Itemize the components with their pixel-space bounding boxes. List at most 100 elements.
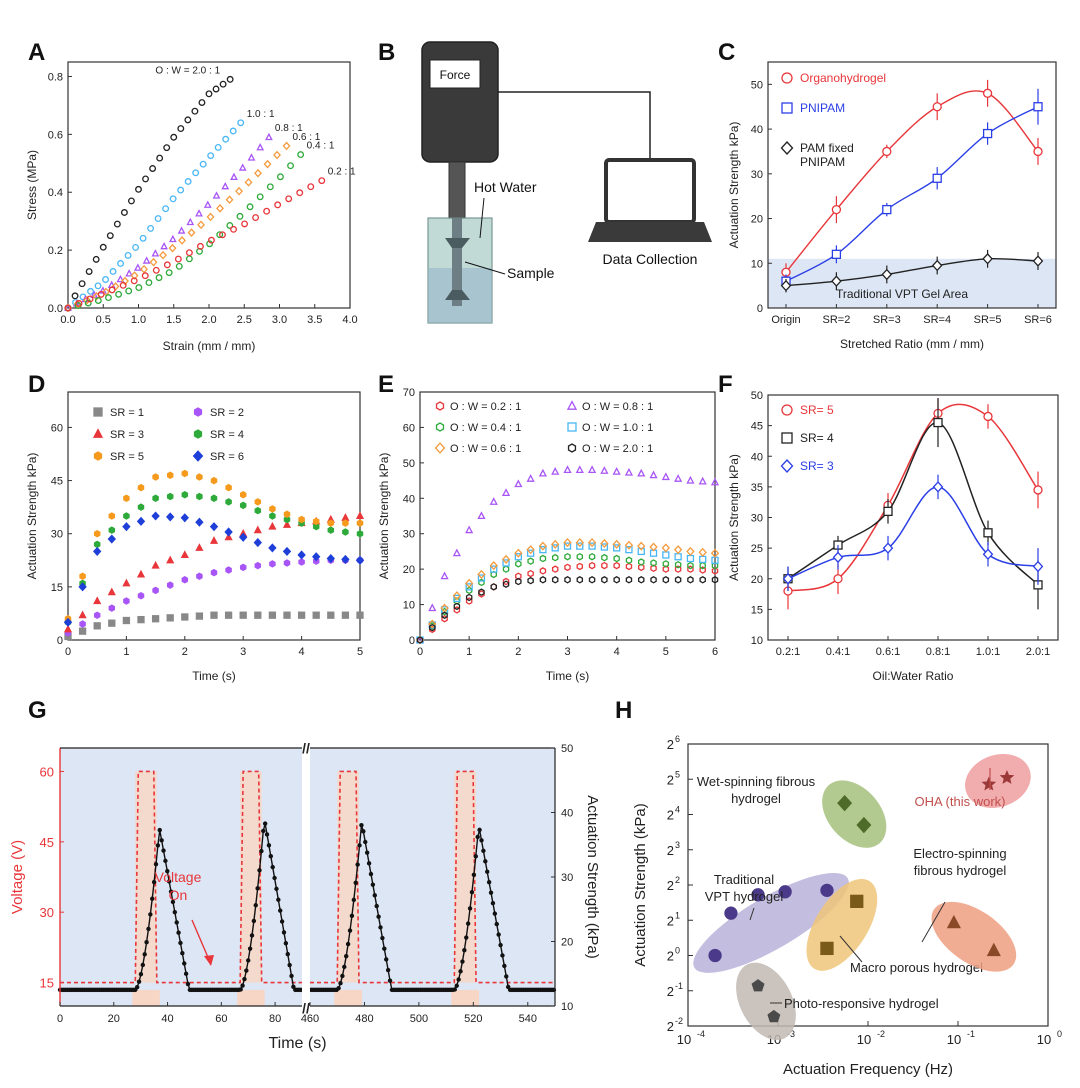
data-point xyxy=(145,279,153,287)
group-traditional-vpt-hydrogel: Traditional VPT hydrogel xyxy=(693,872,849,973)
data-point xyxy=(187,228,196,237)
strength-point xyxy=(378,925,383,930)
y-tick-label: 60 xyxy=(51,422,63,434)
data-point xyxy=(256,193,264,201)
data-point xyxy=(252,214,260,222)
data-point xyxy=(283,611,291,619)
axis-break-gap xyxy=(302,744,310,1010)
strength-point xyxy=(456,977,461,982)
data-point xyxy=(119,281,127,289)
data-point xyxy=(208,236,215,244)
data-point xyxy=(168,243,177,253)
data-point xyxy=(298,558,305,566)
group-label: Wet-spinning fibrous xyxy=(697,774,816,789)
data-point xyxy=(613,561,620,570)
data-point xyxy=(625,556,633,565)
data-point xyxy=(312,552,321,562)
strength-point xyxy=(134,984,140,990)
data-point xyxy=(649,542,658,552)
group-region xyxy=(965,753,1031,808)
strength-point xyxy=(471,872,477,877)
data-point xyxy=(600,466,609,474)
data-collection-label: Data Collection xyxy=(603,251,698,267)
group-label: Macro porous hydrogel xyxy=(850,960,983,975)
y-tick-label: 2 xyxy=(667,772,674,787)
data-point xyxy=(356,611,364,619)
data-point xyxy=(946,914,961,929)
data-point xyxy=(142,256,151,264)
force-label: Force xyxy=(440,68,471,82)
data-point xyxy=(465,593,473,602)
data-point xyxy=(983,411,993,422)
data-point xyxy=(107,534,116,544)
data-point xyxy=(429,623,436,632)
data-point xyxy=(428,603,437,612)
data-point xyxy=(527,576,534,585)
data-point xyxy=(94,297,102,304)
y-axis-label: Actuation Strength kPa) xyxy=(727,122,741,249)
data-point xyxy=(502,580,510,588)
data-point xyxy=(576,542,584,550)
data-point xyxy=(209,536,219,544)
strength-point xyxy=(485,869,490,874)
y-tick-label: 20 xyxy=(403,564,415,576)
data-point xyxy=(241,220,249,228)
strength-point xyxy=(155,843,161,848)
x-tick-label: 1 xyxy=(123,646,129,658)
strength-point xyxy=(148,912,153,917)
strength-point xyxy=(287,962,292,968)
data-point xyxy=(222,135,230,143)
data-point xyxy=(178,236,186,245)
y-tick-label: 2 xyxy=(667,878,674,893)
strength-point xyxy=(347,928,353,933)
data-point xyxy=(624,540,634,550)
strength-point xyxy=(477,827,482,833)
legend-label: O : W = 0.8 : 1 xyxy=(582,401,653,413)
data-point xyxy=(244,178,253,187)
strength-point xyxy=(338,981,343,986)
legend-label: Organohydrogel xyxy=(800,71,886,85)
strength-point xyxy=(246,958,251,963)
x-tick-label: 2.0 xyxy=(201,314,216,326)
data-point xyxy=(163,144,171,152)
data-point xyxy=(327,611,335,619)
data-point xyxy=(883,506,893,517)
strength-point xyxy=(266,843,272,848)
strength-point xyxy=(264,832,270,837)
group-region xyxy=(822,780,887,848)
data-point xyxy=(489,497,498,505)
data-point xyxy=(999,769,1015,784)
data-point xyxy=(64,304,72,312)
strength-point xyxy=(490,900,496,906)
data-point xyxy=(564,552,571,561)
x-tick-label: 80 xyxy=(269,1013,281,1025)
group-label: OHA (this work) xyxy=(914,794,1005,809)
series-o-w-1-0-1: O : W = 1.0 : 1 xyxy=(416,422,719,644)
data-point xyxy=(831,275,842,287)
data-point xyxy=(196,492,203,501)
data-point xyxy=(263,159,272,169)
data-point xyxy=(932,102,942,112)
y-tick-label: 40 xyxy=(403,493,415,505)
y-tick-label: 0.4 xyxy=(48,187,63,199)
y-tick-label: 60 xyxy=(403,422,415,434)
voltage-on-shade xyxy=(451,990,480,1006)
strength-point xyxy=(283,941,289,946)
series-organohydrogel: Organohydrogel xyxy=(781,71,1043,282)
x-tick-label: 0.8:1 xyxy=(926,646,950,658)
laptop-screen xyxy=(604,158,696,224)
legend-marker xyxy=(780,459,794,473)
x-tick-label: 1.0:1 xyxy=(976,646,1000,658)
strength-point xyxy=(170,899,176,905)
y-axis-label: Actuation Strength kPa) xyxy=(727,454,741,581)
data-point xyxy=(274,201,282,209)
data-point xyxy=(79,620,86,628)
data-point xyxy=(478,578,485,587)
data-point xyxy=(235,186,244,196)
panel-label-a: A xyxy=(28,39,45,66)
y-tick-label: 10 xyxy=(403,600,415,612)
legend-marker xyxy=(435,422,445,432)
data-point xyxy=(130,271,139,280)
